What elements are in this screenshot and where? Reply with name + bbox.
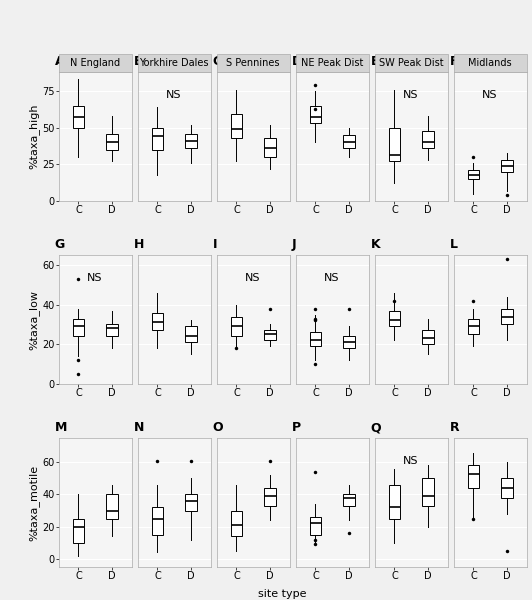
Text: NE Peak Dist: NE Peak Dist xyxy=(301,58,363,68)
Bar xyxy=(231,317,242,337)
Text: NS: NS xyxy=(245,273,261,283)
Bar xyxy=(310,332,321,346)
Text: L: L xyxy=(450,238,458,251)
Bar xyxy=(73,106,84,128)
Text: P: P xyxy=(292,421,301,434)
Bar xyxy=(422,478,434,506)
Bar xyxy=(106,134,118,149)
Text: O: O xyxy=(213,421,223,434)
Bar xyxy=(310,517,321,535)
Bar xyxy=(185,134,196,148)
Bar xyxy=(422,331,434,344)
Bar xyxy=(422,131,434,148)
Bar xyxy=(264,138,276,157)
Bar xyxy=(106,494,118,518)
Bar xyxy=(389,311,400,326)
Bar xyxy=(468,319,479,334)
Bar xyxy=(468,170,479,179)
Text: J: J xyxy=(292,238,296,251)
Text: S Pennines: S Pennines xyxy=(226,58,280,68)
FancyBboxPatch shape xyxy=(59,54,131,72)
Text: N England: N England xyxy=(70,58,120,68)
Text: NS: NS xyxy=(87,273,103,283)
Text: C: C xyxy=(213,55,222,68)
Text: A: A xyxy=(55,55,64,68)
Bar xyxy=(73,319,84,337)
Y-axis label: %taxa_low: %taxa_low xyxy=(28,289,39,349)
Bar xyxy=(343,337,354,348)
Text: NS: NS xyxy=(403,90,419,100)
Text: E: E xyxy=(371,55,379,68)
Text: NS: NS xyxy=(325,273,340,283)
FancyBboxPatch shape xyxy=(217,54,289,72)
Bar xyxy=(231,511,242,536)
Text: NS: NS xyxy=(483,90,498,100)
Bar xyxy=(185,494,196,511)
Bar xyxy=(264,488,276,506)
Bar xyxy=(231,115,242,138)
Text: F: F xyxy=(450,55,459,68)
Bar xyxy=(468,466,479,488)
Bar xyxy=(343,494,354,506)
Text: Midlands: Midlands xyxy=(468,58,512,68)
Bar xyxy=(106,325,118,337)
FancyBboxPatch shape xyxy=(453,54,527,72)
Bar xyxy=(389,128,400,161)
Bar xyxy=(501,478,512,498)
FancyBboxPatch shape xyxy=(137,54,211,72)
FancyBboxPatch shape xyxy=(375,54,447,72)
Bar xyxy=(310,106,321,123)
Text: G: G xyxy=(55,238,65,251)
Y-axis label: %taxa_motile: %taxa_motile xyxy=(28,464,39,541)
Text: NS: NS xyxy=(403,456,419,466)
Text: site type: site type xyxy=(257,589,306,599)
Y-axis label: %taxa_high: %taxa_high xyxy=(28,104,39,169)
Text: N: N xyxy=(134,421,144,434)
Bar xyxy=(389,485,400,518)
Text: SW Peak Dist: SW Peak Dist xyxy=(379,58,443,68)
Text: B: B xyxy=(134,55,143,68)
Text: H: H xyxy=(134,238,144,251)
Text: M: M xyxy=(55,421,67,434)
Text: K: K xyxy=(371,238,380,251)
Text: NS: NS xyxy=(167,90,182,100)
Bar xyxy=(343,135,354,148)
Bar xyxy=(73,518,84,543)
FancyBboxPatch shape xyxy=(296,54,369,72)
Bar xyxy=(501,308,512,325)
Bar xyxy=(152,508,163,535)
Text: I: I xyxy=(213,238,218,251)
Text: Yorkhire Dales: Yorkhire Dales xyxy=(139,58,209,68)
Bar xyxy=(264,331,276,340)
Bar xyxy=(152,313,163,331)
Text: R: R xyxy=(450,421,460,434)
Text: D: D xyxy=(292,55,302,68)
Bar xyxy=(501,160,512,172)
Bar xyxy=(152,128,163,149)
Text: Q: Q xyxy=(371,421,381,434)
Bar xyxy=(185,326,196,343)
